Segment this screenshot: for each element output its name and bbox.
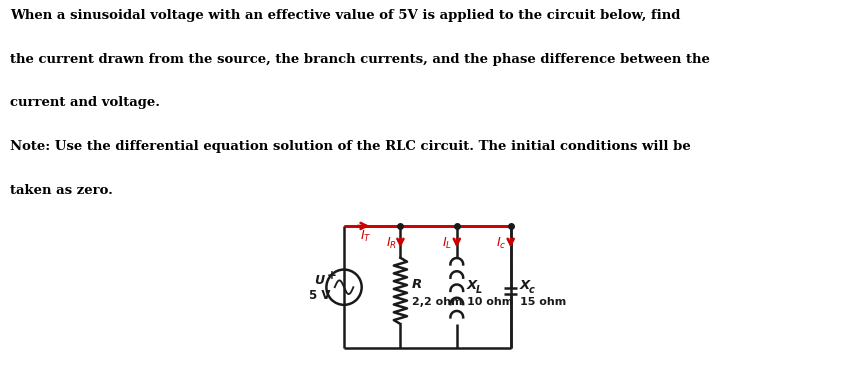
Text: $I_c$: $I_c$ — [496, 236, 507, 251]
Text: c: c — [529, 285, 534, 295]
Text: R: R — [412, 278, 422, 291]
Text: the current drawn from the source, the branch currents, and the phase difference: the current drawn from the source, the b… — [10, 53, 710, 66]
Text: Note: Use the differential equation solution of the RLC circuit. The initial con: Note: Use the differential equation solu… — [10, 140, 691, 153]
Text: current and voltage.: current and voltage. — [10, 96, 160, 109]
Text: 10 ohm: 10 ohm — [467, 297, 513, 307]
Text: X: X — [520, 279, 531, 292]
Text: $I_L$: $I_L$ — [442, 236, 452, 251]
Text: 2,2 ohm: 2,2 ohm — [412, 297, 463, 307]
Text: $I_T$: $I_T$ — [359, 229, 372, 244]
Text: L: L — [476, 285, 482, 295]
Text: 5 V: 5 V — [309, 289, 330, 301]
Text: When a sinusoidal voltage with an effective value of 5V is applied to the circui: When a sinusoidal voltage with an effect… — [10, 9, 681, 22]
Text: $I_R$: $I_R$ — [385, 236, 396, 251]
Text: X: X — [467, 279, 477, 292]
Text: taken as zero.: taken as zero. — [10, 184, 114, 197]
Text: U: U — [315, 274, 324, 287]
Text: 15 ohm: 15 ohm — [520, 297, 566, 307]
Text: +: + — [326, 269, 336, 282]
